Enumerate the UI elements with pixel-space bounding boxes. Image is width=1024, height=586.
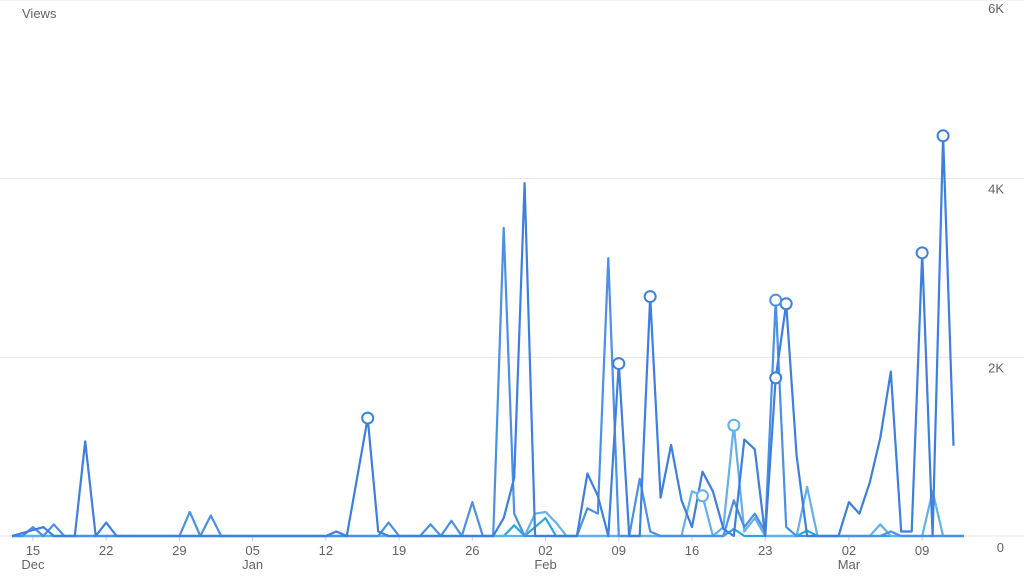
series-marker-1 bbox=[612, 357, 626, 371]
x-tick-label: 16 bbox=[685, 543, 699, 558]
series-marker-3 bbox=[695, 489, 709, 503]
y-axis: 0 2K 4K 6K bbox=[988, 1, 1004, 555]
series-marker-1 bbox=[779, 297, 793, 311]
x-month-label: Mar bbox=[838, 557, 861, 572]
x-tick-label: 05 bbox=[245, 543, 259, 558]
x-tick-label: 19 bbox=[392, 543, 406, 558]
series-line-2 bbox=[12, 226, 964, 538]
y-tick-label: 4K bbox=[988, 182, 1004, 197]
series-marker-1 bbox=[361, 411, 375, 425]
x-tick-label: 09 bbox=[915, 543, 929, 558]
series-lines bbox=[11, 134, 964, 538]
series-marker-3 bbox=[727, 418, 741, 432]
x-tick-label: 09 bbox=[612, 543, 626, 558]
x-tick-label: 22 bbox=[99, 543, 113, 558]
series-marker-1 bbox=[769, 371, 783, 385]
x-month-label: Jan bbox=[242, 557, 263, 572]
y-tick-label: 6K bbox=[988, 1, 1004, 16]
x-tick-label: 23 bbox=[758, 543, 772, 558]
series-marker-1 bbox=[915, 246, 929, 260]
series-marker-2 bbox=[769, 293, 783, 307]
series-marker-1 bbox=[643, 290, 657, 304]
y-tick-label: 0 bbox=[997, 540, 1004, 555]
series-marker-1 bbox=[936, 129, 950, 143]
series-line-1 bbox=[11, 134, 955, 538]
x-tick-label: 12 bbox=[319, 543, 333, 558]
x-tick-label: 02 bbox=[538, 543, 552, 558]
series-line-3 bbox=[12, 424, 964, 538]
x-month-label: Dec bbox=[21, 557, 45, 572]
x-tick-label: 02 bbox=[842, 543, 856, 558]
y-tick-label: 2K bbox=[988, 360, 1004, 375]
x-tick-label: 15 bbox=[26, 543, 40, 558]
x-month-label: Feb bbox=[534, 557, 556, 572]
y-axis-title: Views bbox=[22, 6, 57, 21]
series-markers bbox=[361, 129, 950, 503]
x-tick-label: 29 bbox=[172, 543, 186, 558]
x-tick-label: 26 bbox=[465, 543, 479, 558]
series-line-4 bbox=[12, 517, 964, 538]
